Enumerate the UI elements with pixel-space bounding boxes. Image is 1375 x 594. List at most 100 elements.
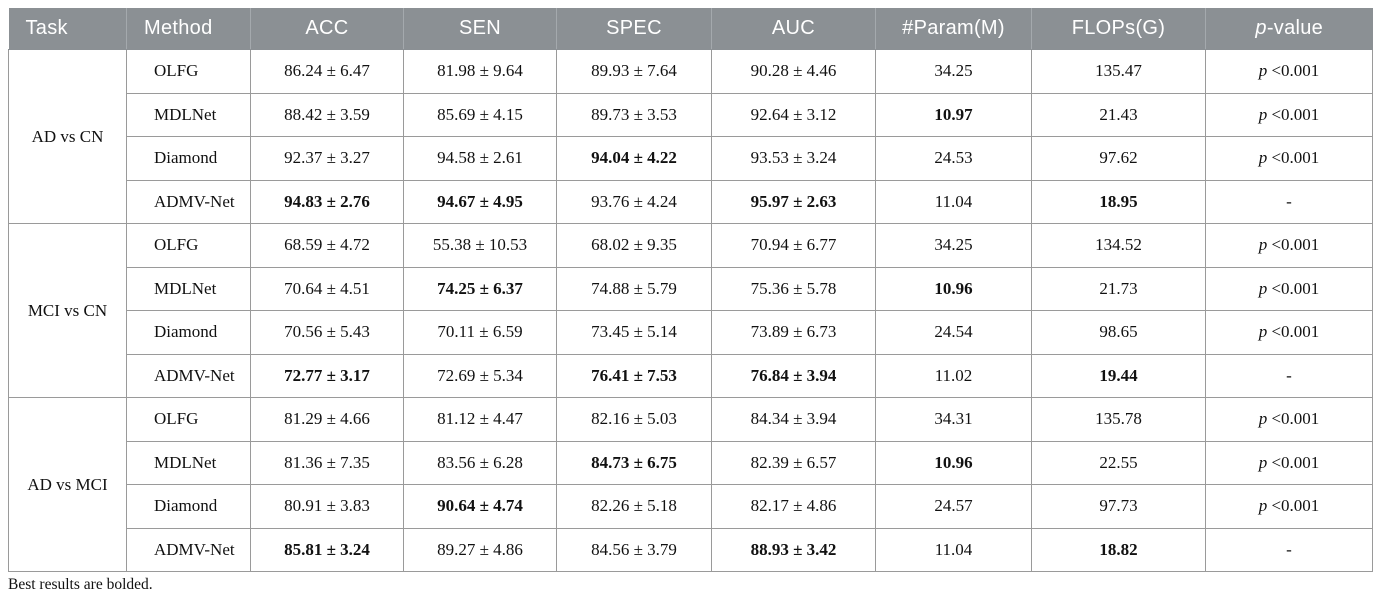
value-cell: 72.77 ± 3.17 — [250, 353, 404, 398]
method-cell: Diamond — [126, 484, 251, 529]
p-value-cell: p <0.001 — [1205, 223, 1373, 268]
column-header-spec: SPEC — [556, 8, 712, 50]
value-cell: 82.26 ± 5.18 — [556, 484, 712, 529]
value-cell: 34.25 — [875, 223, 1032, 268]
method-cell: ADMV-Net — [126, 179, 251, 224]
value-cell: 70.94 ± 6.77 — [711, 223, 876, 268]
value-cell: 89.73 ± 3.53 — [556, 92, 712, 137]
value-cell: 68.02 ± 9.35 — [556, 223, 712, 268]
value-cell: 97.73 — [1031, 484, 1206, 529]
value-cell: 76.84 ± 3.94 — [711, 353, 876, 398]
value-cell: 34.31 — [875, 397, 1032, 442]
column-header-flops-g: FLOPs(G) — [1031, 8, 1206, 50]
value-cell: 55.38 ± 10.53 — [403, 223, 557, 268]
value-cell: 11.04 — [875, 527, 1032, 572]
value-cell: 82.16 ± 5.03 — [556, 397, 712, 442]
value-cell: 94.58 ± 2.61 — [403, 136, 557, 181]
task-cell: MCI vs CN — [8, 223, 127, 398]
table-row: MDLNet 70.64 ± 4.51 74.25 ± 6.37 74.88 ± 5.… — [9, 266, 1373, 311]
p-value-cell: p <0.001 — [1205, 440, 1373, 485]
table-footnote: Best results are bolded. — [8, 576, 153, 593]
table-body: AD vs CN OLFG 86.24 ± 6.47 81.98 ± 9.64 89.9… — [8, 49, 1373, 572]
column-header-sen: SEN — [403, 8, 557, 50]
header-row: Task Method ACC SEN SPEC AUC #Param(M) FLOPs(G)… — [8, 8, 1373, 50]
value-cell: 93.76 ± 4.24 — [556, 179, 712, 224]
value-cell: 94.04 ± 4.22 — [556, 136, 712, 181]
value-cell: 92.64 ± 3.12 — [711, 92, 876, 137]
value-cell: 89.93 ± 7.64 — [556, 49, 712, 94]
method-cell: OLFG — [126, 223, 251, 268]
p-value-cell: p <0.001 — [1205, 484, 1373, 529]
value-cell: 73.45 ± 5.14 — [556, 310, 712, 355]
value-cell: 90.64 ± 4.74 — [403, 484, 557, 529]
task-cell: AD vs CN — [8, 49, 127, 224]
value-cell: 73.89 ± 6.73 — [711, 310, 876, 355]
value-cell: 68.59 ± 4.72 — [250, 223, 404, 268]
table-row: MDLNet 81.36 ± 7.35 83.56 ± 6.28 84.73 ± 6.… — [9, 440, 1373, 485]
value-cell: 11.02 — [875, 353, 1032, 398]
value-cell: 84.34 ± 3.94 — [711, 397, 876, 442]
table-row: MCI vs CN OLFG 68.59 ± 4.72 55.38 ± 10.53 68… — [8, 223, 1373, 398]
table-row: MDLNet 88.42 ± 3.59 85.69 ± 4.15 89.73 ± 3.… — [9, 92, 1373, 137]
value-cell: 135.78 — [1031, 397, 1206, 442]
table-row: ADMV-Net 72.77 ± 3.17 72.69 ± 5.34 76.41 ± … — [9, 353, 1373, 398]
value-cell: 21.73 — [1031, 266, 1206, 311]
value-cell: 95.97 ± 2.63 — [711, 179, 876, 224]
value-cell: 86.24 ± 6.47 — [250, 49, 404, 94]
value-cell: 98.65 — [1031, 310, 1206, 355]
value-cell: 18.95 — [1031, 179, 1206, 224]
method-cell: MDLNet — [126, 92, 251, 137]
column-header-auc: AUC — [711, 8, 876, 50]
column-header-task: Task — [8, 8, 127, 50]
table-row: Diamond 70.56 ± 5.43 70.11 ± 6.59 73.45 ± 5… — [9, 310, 1373, 355]
value-cell: 82.39 ± 6.57 — [711, 440, 876, 485]
method-cell: OLFG — [126, 49, 251, 94]
table-header: Task Method ACC SEN SPEC AUC #Param(M) FLOPs(G)… — [8, 8, 1373, 50]
method-cell: MDLNet — [126, 440, 251, 485]
value-cell: 84.73 ± 6.75 — [556, 440, 712, 485]
p-value-cell: p <0.001 — [1205, 49, 1373, 94]
value-cell: 21.43 — [1031, 92, 1206, 137]
task-cell: AD vs MCI — [8, 397, 127, 572]
value-cell: 24.53 — [875, 136, 1032, 181]
p-value-cell: - — [1205, 527, 1373, 572]
p-value-cell: - — [1205, 353, 1373, 398]
value-cell: 94.83 ± 2.76 — [250, 179, 404, 224]
value-cell: 10.96 — [875, 440, 1032, 485]
value-cell: 19.44 — [1031, 353, 1206, 398]
p-value-cell: - — [1205, 179, 1373, 224]
table-row: AD vs CN OLFG 86.24 ± 6.47 81.98 ± 9.64 89.9… — [8, 49, 1373, 224]
column-header-param-m: #Param(M) — [875, 8, 1032, 50]
value-cell: 24.54 — [875, 310, 1032, 355]
value-cell: 134.52 — [1031, 223, 1206, 268]
value-cell: 89.27 ± 4.86 — [403, 527, 557, 572]
p-value-cell: p <0.001 — [1205, 266, 1373, 311]
value-cell: 10.97 — [875, 92, 1032, 137]
p-value-cell: p <0.001 — [1205, 92, 1373, 137]
value-cell: 11.04 — [875, 179, 1032, 224]
method-cell: Diamond — [126, 136, 251, 181]
value-cell: 24.57 — [875, 484, 1032, 529]
value-cell: 70.56 ± 5.43 — [250, 310, 404, 355]
value-cell: 70.11 ± 6.59 — [403, 310, 557, 355]
value-cell: 22.55 — [1031, 440, 1206, 485]
value-cell: 135.47 — [1031, 49, 1206, 94]
table-row: ADMV-Net 85.81 ± 3.24 89.27 ± 4.86 84.56 ± … — [9, 527, 1373, 572]
value-cell: 76.41 ± 7.53 — [556, 353, 712, 398]
method-cell: ADMV-Net — [126, 527, 251, 572]
table-row: ADMV-Net 94.83 ± 2.76 94.67 ± 4.95 93.76 ± … — [9, 179, 1373, 224]
value-cell: 88.93 ± 3.42 — [711, 527, 876, 572]
value-cell: 94.67 ± 4.95 — [403, 179, 557, 224]
value-cell: 74.25 ± 6.37 — [403, 266, 557, 311]
value-cell: 34.25 — [875, 49, 1032, 94]
value-cell: 18.82 — [1031, 527, 1206, 572]
p-value-cell: p <0.001 — [1205, 310, 1373, 355]
value-cell: 82.17 ± 4.86 — [711, 484, 876, 529]
value-cell: 92.37 ± 3.27 — [250, 136, 404, 181]
value-cell: 81.12 ± 4.47 — [403, 397, 557, 442]
table-row: Diamond 92.37 ± 3.27 94.58 ± 2.61 94.04 ± 4… — [9, 136, 1373, 181]
value-cell: 81.98 ± 9.64 — [403, 49, 557, 94]
method-cell: Diamond — [126, 310, 251, 355]
column-header-acc: ACC — [250, 8, 404, 50]
